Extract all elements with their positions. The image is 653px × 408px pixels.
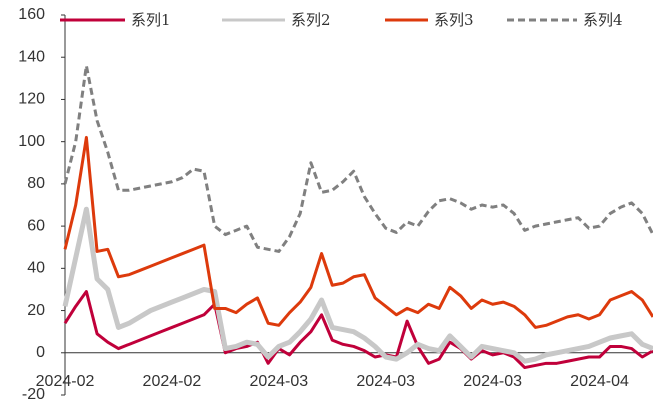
- y-tick-label: 140: [18, 48, 45, 65]
- y-tick-label: 100: [18, 133, 45, 150]
- x-tick-label: 2024-04: [570, 373, 629, 390]
- series-line: [63, 64, 653, 253]
- y-tick-label: 20: [27, 302, 45, 319]
- y-tick-label: -20: [22, 386, 45, 403]
- x-tick-label: 2024-02: [143, 373, 202, 390]
- x-tick-label: 2024-02: [36, 373, 95, 390]
- series-line: [62, 206, 653, 364]
- y-tick-label: 40: [27, 260, 45, 277]
- legend-label: 系列3: [434, 11, 474, 29]
- x-tick-label: 2024-03: [249, 373, 308, 390]
- legend-label: 系列2: [291, 11, 331, 29]
- y-tick-label: 160: [18, 6, 45, 23]
- legend-label: 系列4: [583, 11, 623, 29]
- y-tick-label: 60: [27, 217, 45, 234]
- x-tick-label: 2024-03: [356, 373, 415, 390]
- y-tick-label: 80: [27, 175, 45, 192]
- y-tick-label: 0: [36, 344, 45, 361]
- series-line: [63, 290, 653, 370]
- legend-label: 系列1: [131, 11, 171, 29]
- series-line: [63, 135, 653, 329]
- x-tick-label: 2024-03: [463, 373, 522, 390]
- y-tick-label: 120: [18, 91, 45, 108]
